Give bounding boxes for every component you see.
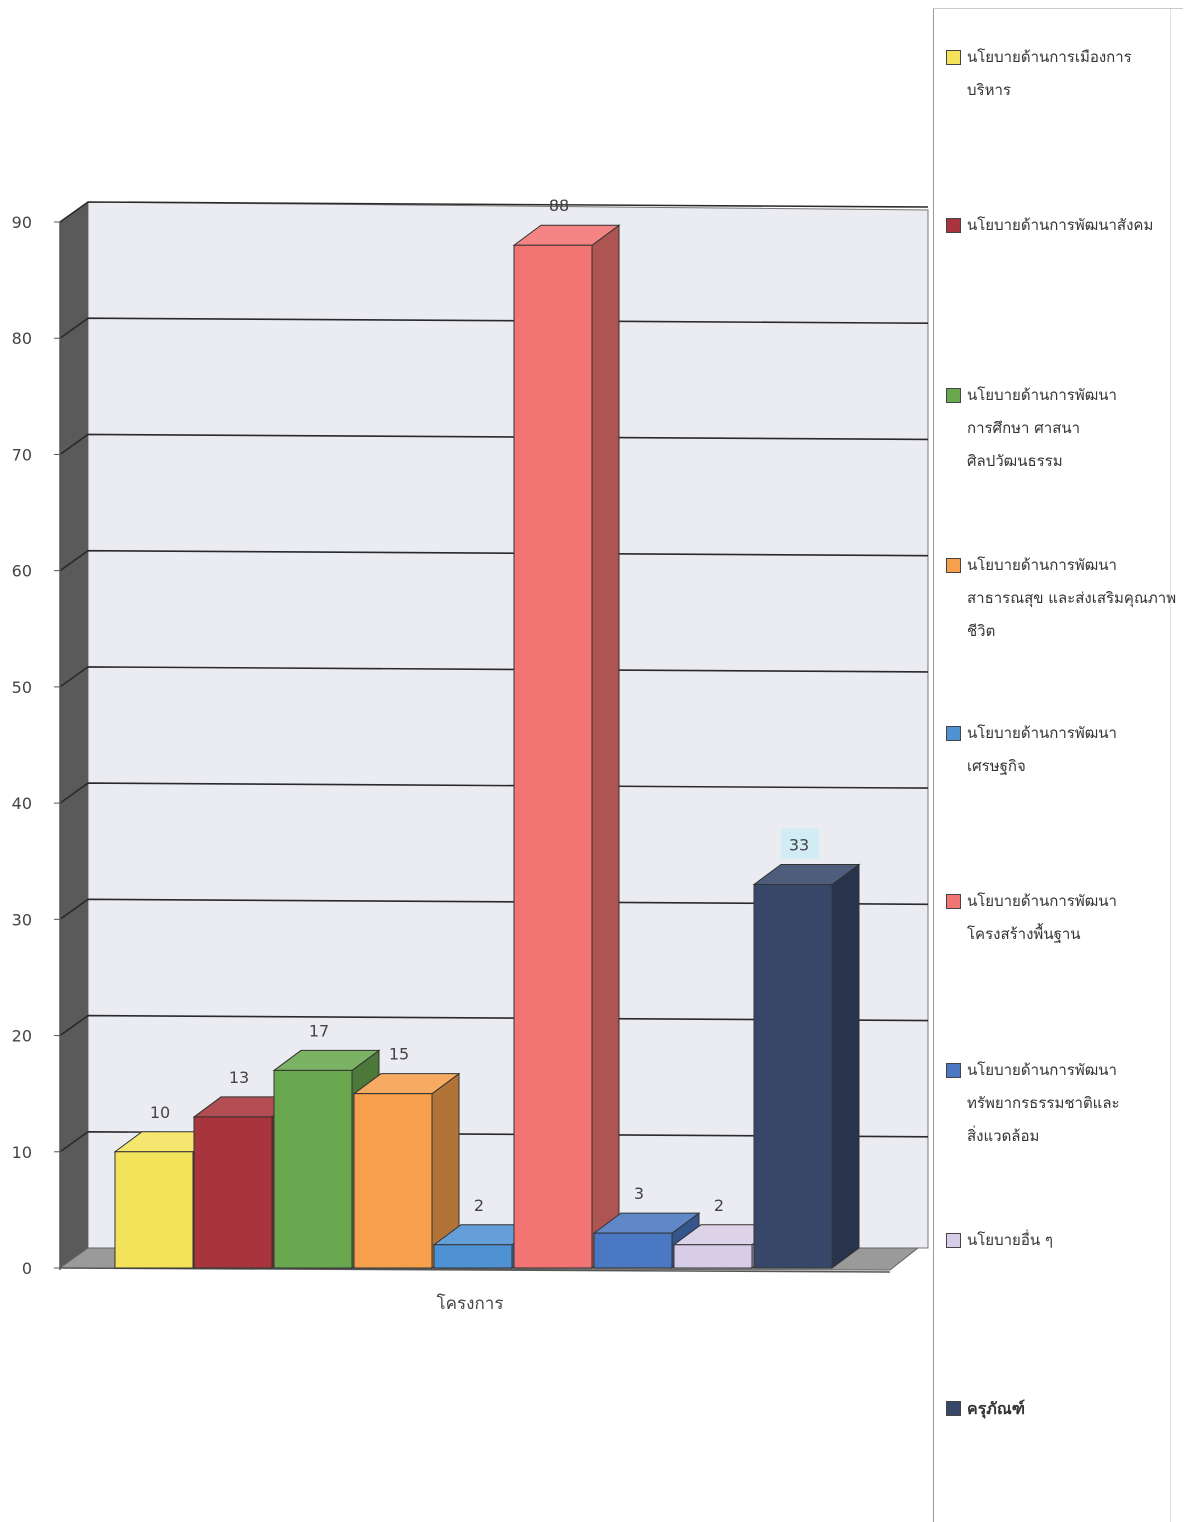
- gridline: [59, 782, 929, 804]
- legend-item: นโยบายด้านการพัฒนาสังคม: [946, 209, 1184, 242]
- bar-chart: 0 10 20 30 40 50 60 70 80 90 10 13 17 15 2 88 3 2 33 โครง…: [12, 196, 929, 1314]
- legend-swatch: [946, 726, 961, 741]
- data-label: 88: [549, 196, 569, 215]
- bar-front: [593, 1232, 673, 1269]
- legend-label: นโยบายด้านการพัฒนา ทรัพยากรธรรมชาติและ ส…: [967, 1061, 1120, 1145]
- bar-front: [513, 244, 593, 1269]
- y-tick-label: 80: [12, 329, 32, 348]
- legend-label: นโยบายด้านการพัฒนา เศรษฐกิจ: [967, 724, 1117, 775]
- bar-side: [831, 863, 860, 1269]
- data-label: 2: [474, 1196, 484, 1215]
- legend-swatch: [946, 558, 961, 573]
- bar-front: [193, 1116, 273, 1269]
- bars: [113, 224, 861, 1269]
- y-axis: 0 10 20 30 40 50 60 70 80 90: [12, 213, 891, 1278]
- bar-side: [591, 224, 620, 1269]
- y-tick-label: 0: [22, 1259, 32, 1278]
- legend-item: นโยบายอื่น ๆ: [946, 1224, 1184, 1257]
- legend-swatch: [946, 50, 961, 65]
- bar-front: [673, 1244, 753, 1269]
- bar-front: [433, 1244, 513, 1269]
- y-tick-label: 50: [12, 678, 32, 697]
- legend-label: นโยบายด้านการพัฒนา สาธารณสุข และส่งเสริม…: [967, 556, 1177, 640]
- y-tick-label: 20: [12, 1027, 32, 1046]
- legend: นโยบายด้านการเมืองการ บริหารนโยบายด้านกา…: [933, 8, 1183, 1522]
- legend-swatch: [946, 218, 961, 233]
- legend-swatch: [946, 1063, 961, 1078]
- data-label: 10: [150, 1103, 170, 1122]
- side-wall: [60, 202, 88, 1268]
- bar-front: [273, 1069, 353, 1269]
- gridline: [59, 201, 929, 223]
- legend-item: นโยบายด้านการเมืองการ บริหาร: [946, 41, 1184, 107]
- bar-front: [114, 1151, 194, 1269]
- data-labels: 10 13 17 15 2 88 3 2 33: [150, 196, 819, 1215]
- legend-swatch: [946, 388, 961, 403]
- gridline: [59, 549, 929, 572]
- gridline: [59, 433, 929, 456]
- legend-item: นโยบายด้านการพัฒนา การศึกษา ศาสนา ศิลปวั…: [946, 379, 1184, 478]
- legend-swatch: [946, 894, 961, 909]
- bar-front: [353, 1093, 433, 1269]
- data-label: 13: [229, 1068, 249, 1087]
- y-tick-label: 10: [12, 1143, 32, 1162]
- legend-item: นโยบายด้านการพัฒนา ทรัพยากรธรรมชาติและ ส…: [946, 1054, 1184, 1153]
- legend-label: นโยบายด้านการพัฒนาสังคม: [967, 216, 1154, 234]
- gridline: [59, 666, 929, 688]
- legend-label: ครุภัณฑ์: [967, 1399, 1025, 1418]
- y-tick-label: 90: [12, 213, 32, 232]
- bar: [512, 224, 621, 1269]
- legend-swatch: [946, 1233, 961, 1248]
- gridline: [59, 317, 929, 339]
- y-tick-label: 30: [12, 910, 32, 929]
- legend-label: นโยบายด้านการเมืองการ บริหาร: [967, 48, 1132, 99]
- legend-item: นโยบายด้านการพัฒนา เศรษฐกิจ: [946, 717, 1184, 783]
- y-tick-label: 60: [12, 562, 32, 581]
- gridline: [59, 1014, 929, 1037]
- legend-label: นโยบายด้านการพัฒนา โครงสร้างพื้นฐาน: [967, 892, 1117, 943]
- bar-front: [753, 883, 833, 1269]
- bar: [752, 863, 861, 1269]
- data-label: 2: [714, 1196, 724, 1215]
- legend-label: นโยบายด้านการพัฒนา การศึกษา ศาสนา ศิลปวั…: [967, 386, 1117, 470]
- legend-label: นโยบายอื่น ๆ: [967, 1231, 1053, 1249]
- x-axis-line: [59, 1267, 891, 1273]
- data-label: 3: [634, 1184, 644, 1203]
- data-label: 17: [309, 1021, 329, 1040]
- legend-item: นโยบายด้านการพัฒนา สาธารณสุข และส่งเสริม…: [946, 549, 1184, 648]
- data-label: 15: [389, 1045, 409, 1064]
- y-tick-label: 70: [12, 445, 32, 464]
- legend-divider: [1170, 9, 1171, 1522]
- legend-item: นโยบายด้านการพัฒนา โครงสร้างพื้นฐาน: [946, 885, 1184, 951]
- legend-swatch: [946, 1401, 961, 1416]
- x-axis-title: โครงการ: [437, 1293, 504, 1314]
- data-label: 33: [789, 835, 809, 854]
- data-label-highlight: [781, 828, 819, 859]
- y-tick-label: 40: [12, 794, 32, 813]
- legend-item: ครุภัณฑ์: [946, 1392, 1184, 1425]
- gridline: [59, 898, 929, 920]
- gridline: [59, 1130, 929, 1153]
